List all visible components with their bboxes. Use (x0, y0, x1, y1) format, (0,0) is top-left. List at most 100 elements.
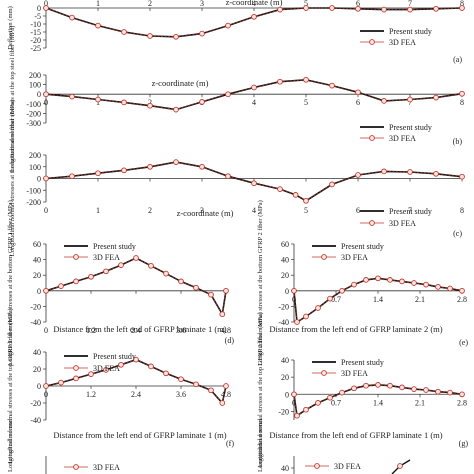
data-point-3d-fea (447, 285, 453, 292)
data-point-3d-fea (423, 387, 429, 393)
data-point-3d-fea (351, 281, 357, 288)
x-axis-label: Distance from the left end of GFRP lamin… (53, 430, 226, 440)
x-axis-label: Distance from the left end of GFRP lamin… (269, 324, 442, 334)
legend-marker-3d-fea (73, 464, 79, 470)
data-point-3d-fea (193, 381, 199, 388)
x-axis-label: z-coordinate (m) (226, 0, 283, 7)
data-point-3d-fea (329, 82, 335, 89)
data-point-3d-fea (435, 284, 441, 290)
legend: Present study 3D FEA (312, 242, 384, 262)
y-tick-label: -20 (278, 407, 289, 416)
y-tick-label: -20 (30, 36, 41, 45)
legend-label: 3D FEA (389, 134, 416, 143)
data-point-3d-fea (363, 277, 369, 283)
y-axis-label: Longitudinal normal (7, 418, 14, 472)
data-point-3d-fea (291, 391, 297, 398)
data-point-3d-fea (43, 91, 49, 98)
data-point-3d-fea (173, 33, 179, 40)
data-point-3d-fea (355, 5, 361, 12)
legend-label: Present study (341, 242, 384, 251)
legend: Present study 3D FEA (312, 358, 384, 378)
y-tick-label: 0 (37, 90, 41, 99)
data-point-3d-fea (69, 173, 75, 180)
y-axis-label: Longitudinal normal stresses at the bott… (9, 100, 16, 257)
x-tick-label: 7 (408, 98, 412, 107)
x-tick-label: 8 (460, 0, 464, 8)
y-tick-label: 20 (33, 365, 41, 374)
x-tick-label: 0 (44, 0, 48, 8)
x-tick-label: 5 (304, 98, 308, 107)
data-point-3d-fea (363, 382, 369, 389)
y-tick-label: 20 (33, 271, 41, 280)
x-tick-label: 1 (96, 98, 100, 107)
data-point-3d-fea (88, 371, 94, 377)
data-point-3d-fea (148, 262, 154, 269)
y-tick-label: -20 (278, 302, 289, 311)
y-tick-label: 20 (281, 373, 289, 382)
data-point-3d-fea (459, 5, 465, 11)
x-axis-label: Distance from the left end of GFRP lamin… (269, 430, 442, 440)
chart-panel-h-partial: Longitudinal normal 3D FEA (7, 418, 120, 474)
data-point-3d-fea (251, 180, 257, 187)
data-point-3d-fea (251, 13, 257, 20)
y-tick-label: 60 (33, 240, 41, 249)
x-tick-label: 0 (292, 295, 296, 304)
data-point-3d-fea (225, 173, 231, 180)
data-point-3d-fea (435, 388, 441, 395)
data-point-3d-fea (303, 5, 309, 11)
y-tick-label: 0 (285, 390, 289, 399)
y-tick-label: 40 (33, 348, 41, 357)
data-point-3d-fea (399, 384, 405, 391)
data-point-3d-fea (407, 96, 413, 103)
data-point-3d-fea (375, 382, 381, 388)
chart-panel-i-partial: Longitudinal normal 40 3D FEA (257, 418, 411, 474)
panel-label: (g) (459, 439, 469, 448)
y-tick-label: -25 (30, 44, 41, 53)
data-point-3d-fea (147, 102, 153, 109)
data-point-3d-fea (148, 363, 154, 370)
x-tick-label: 3 (200, 0, 204, 8)
data-point-3d-fea (208, 291, 214, 298)
data-point-3d-fea (121, 99, 127, 106)
x-tick-label: 0 (44, 98, 48, 107)
y-tick-label: 40 (281, 256, 289, 265)
x-tick-label: 3.6 (176, 390, 186, 399)
legend-marker-3d-fea (73, 365, 79, 371)
data-point-3d-fea (163, 370, 169, 377)
y-tick-label: 0 (37, 287, 41, 296)
data-point-3d-fea (69, 93, 75, 100)
y-tick-label: -20 (30, 302, 41, 311)
data-point-3d-fea (219, 311, 226, 318)
data-point-3d-fea (292, 192, 299, 198)
data-point-3d-fea (147, 33, 153, 39)
data-point-3d-fea (95, 170, 101, 177)
data-point-3d-fea (315, 305, 321, 311)
data-point-3d-fea (225, 91, 231, 98)
y-tick-label: 40 (281, 356, 289, 365)
y-tick-label: -200 (26, 109, 41, 118)
y-axis-label: Longitudinal normal stresses at the top … (7, 308, 14, 464)
data-point-3d-fea (433, 170, 439, 177)
data-point-3d-fea (355, 172, 361, 178)
data-point-3d-fea (199, 30, 205, 37)
x-tick-label: 0.7 (331, 398, 341, 407)
data-point-3d-fea (407, 169, 413, 175)
data-point-3d-fea (329, 5, 335, 11)
data-point-3d-fea (223, 383, 229, 389)
data-point-3d-fea (303, 76, 309, 83)
panel-label: (c) (453, 229, 462, 238)
data-point-3d-fea (397, 463, 403, 469)
x-tick-label: 1.2 (86, 390, 96, 399)
legend-marker-3d-fea (369, 220, 375, 226)
legend-marker-3d-fea (321, 254, 327, 260)
data-point-3d-fea (447, 389, 453, 396)
data-point-3d-fea (339, 287, 345, 294)
panel-label: (b) (453, 137, 463, 146)
y-tick-label: -100 (26, 186, 41, 195)
x-tick-label: 2.1 (415, 398, 425, 407)
data-point-3d-fea (103, 367, 109, 373)
y-tick-label: -15 (30, 28, 41, 37)
legend-label: Present study (389, 207, 432, 216)
